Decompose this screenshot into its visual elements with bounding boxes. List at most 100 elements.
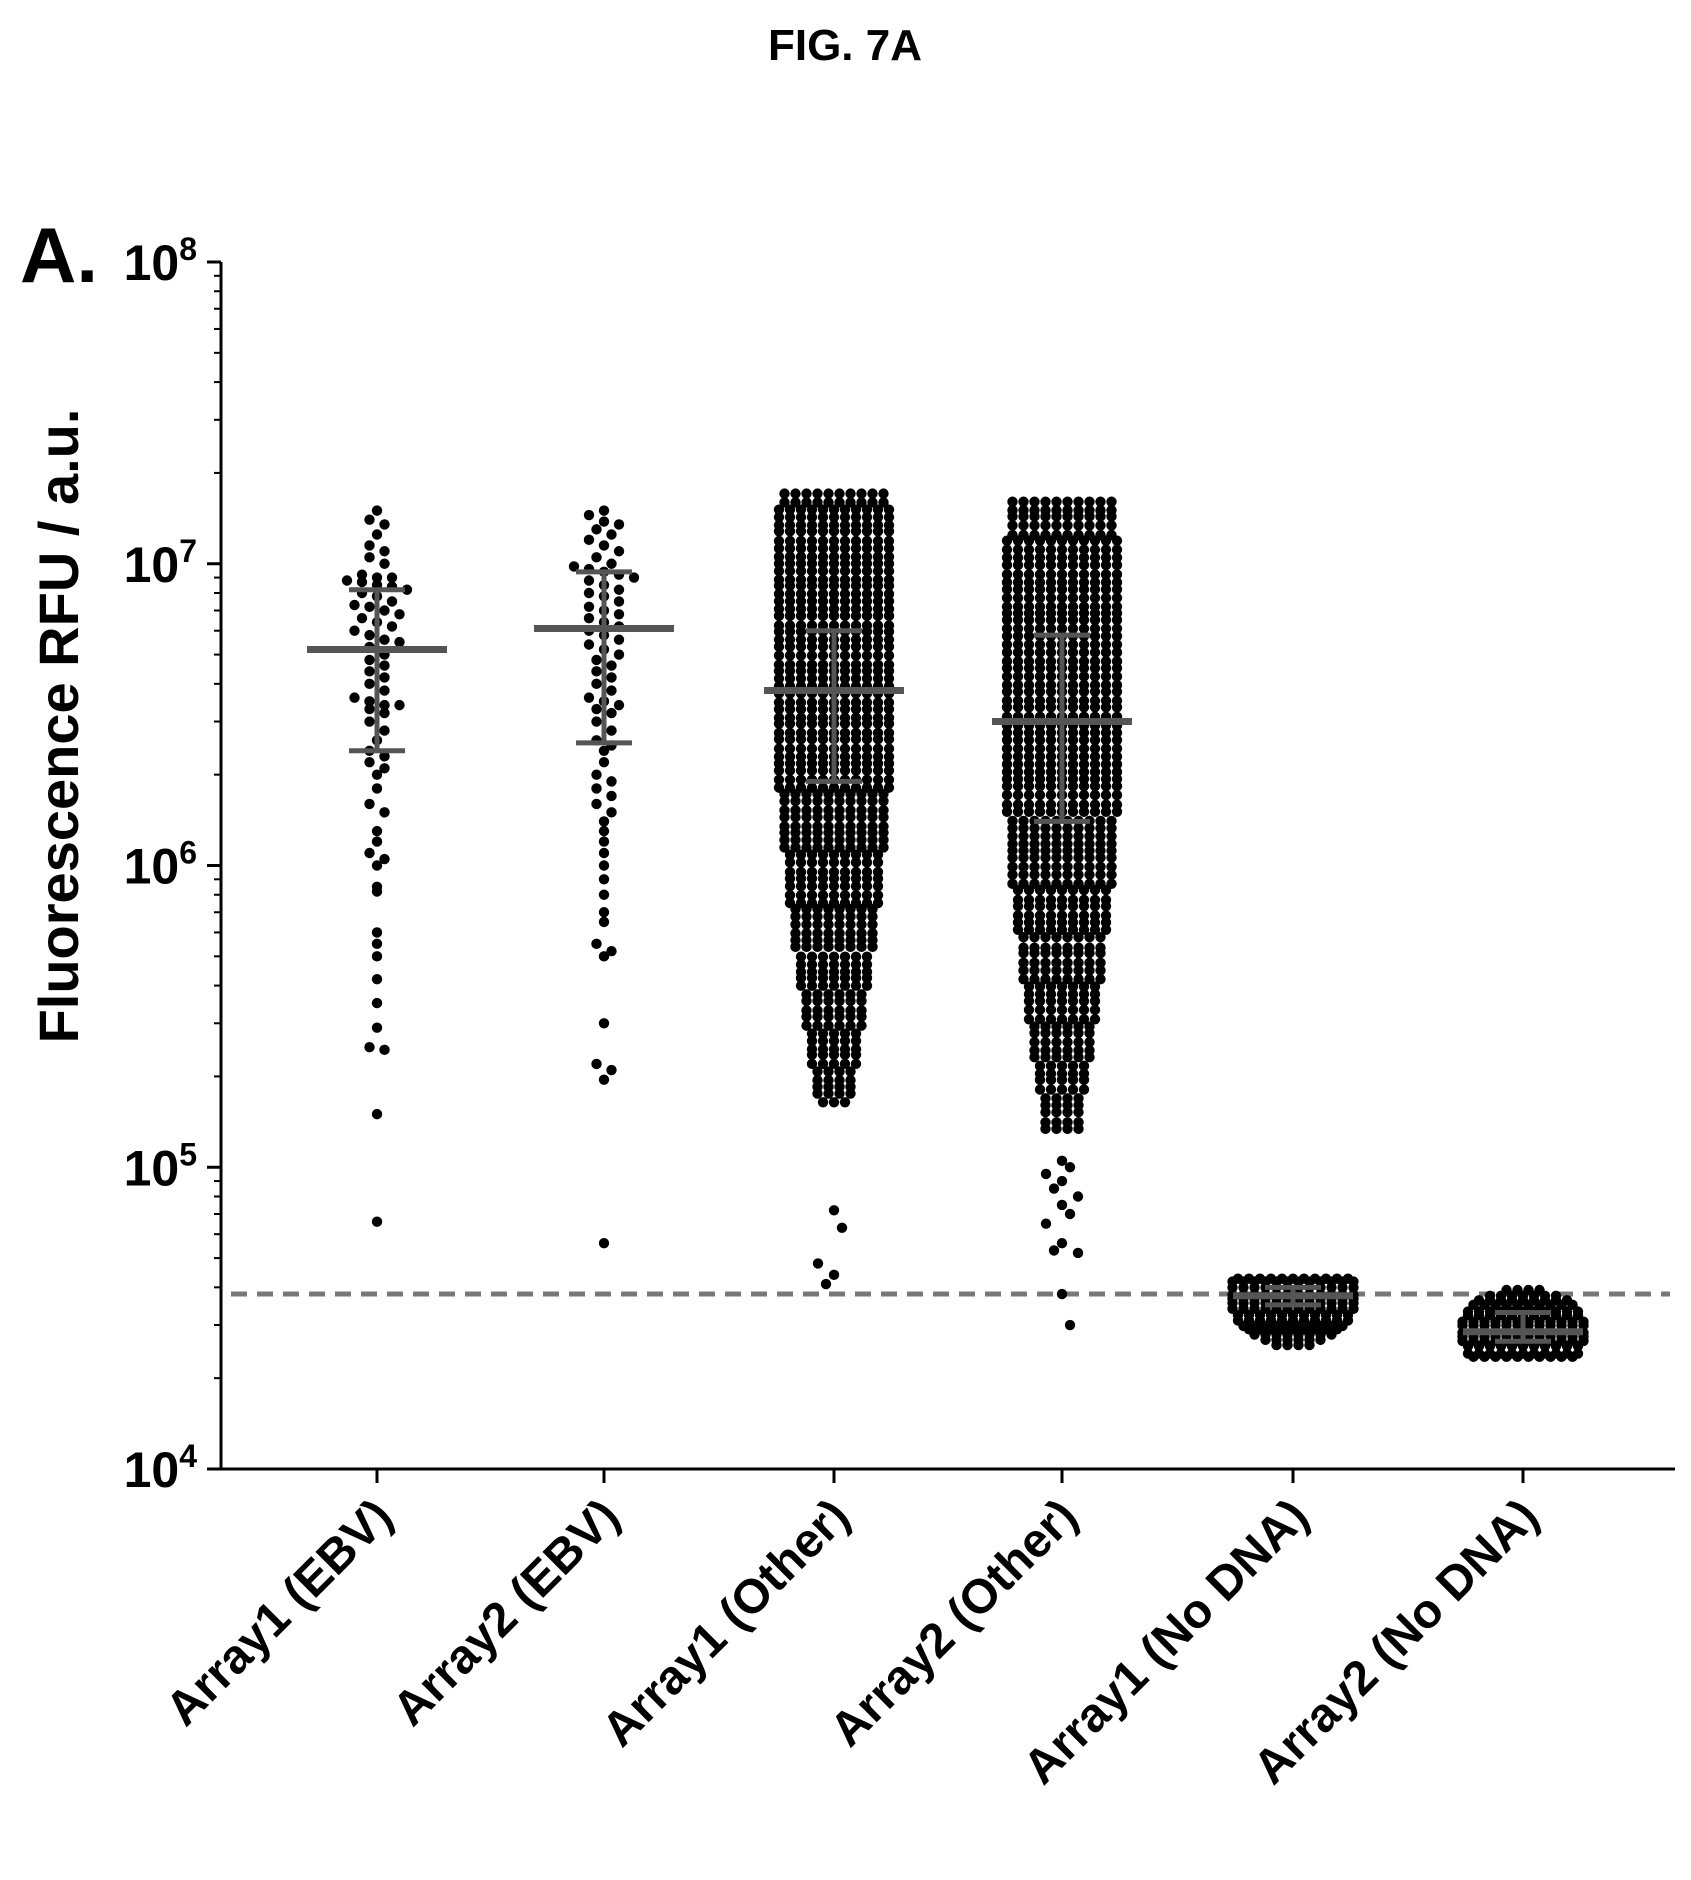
data-point <box>883 511 895 523</box>
data-point <box>872 849 884 860</box>
data-point <box>1100 639 1112 650</box>
data-point <box>817 673 829 684</box>
data-point <box>1073 823 1084 834</box>
data-point <box>1078 759 1090 770</box>
data-point <box>371 783 383 794</box>
data-point <box>850 1028 862 1039</box>
data-point <box>795 551 807 563</box>
data-point <box>1106 815 1117 827</box>
data-point <box>1078 789 1090 801</box>
data-point <box>606 529 617 540</box>
data-point <box>1023 789 1035 801</box>
data-point <box>817 897 829 909</box>
data-point <box>1012 544 1024 555</box>
data-point <box>1040 831 1051 842</box>
data-point <box>583 587 595 599</box>
data-point <box>806 1058 818 1070</box>
data-point <box>1040 957 1051 969</box>
data-point <box>1084 965 1095 976</box>
data-point <box>1062 965 1073 976</box>
data-point <box>1095 974 1106 985</box>
data-point <box>850 951 862 962</box>
data-point <box>861 620 873 631</box>
data-point <box>1100 766 1112 778</box>
data-point <box>861 881 873 892</box>
data-point <box>606 660 617 671</box>
data-point <box>568 561 580 572</box>
data-point <box>883 535 895 547</box>
data-point <box>379 751 390 762</box>
data-point <box>795 603 807 615</box>
data-point <box>850 565 862 577</box>
y-tick-label-exponent: 4 <box>179 1438 197 1474</box>
data-point <box>1023 1004 1035 1016</box>
data-point <box>845 488 856 499</box>
data-point <box>364 654 375 666</box>
data-point <box>379 634 390 645</box>
data-point <box>606 672 617 683</box>
data-point <box>1111 639 1123 650</box>
data-point <box>1062 932 1073 943</box>
data-point <box>1095 878 1106 890</box>
data-point <box>1056 592 1068 604</box>
data-point <box>386 621 398 632</box>
data-point <box>1067 894 1079 906</box>
data-point <box>1023 989 1035 1000</box>
data-point <box>1018 869 1029 880</box>
data-point <box>1056 577 1068 588</box>
data-point <box>1029 838 1040 850</box>
data-point <box>839 743 851 754</box>
data-point <box>1078 1068 1090 1079</box>
data-point <box>1001 734 1013 746</box>
data-point <box>1111 806 1123 818</box>
data-point <box>1045 639 1057 650</box>
data-point <box>1095 520 1106 531</box>
data-point <box>1056 1014 1068 1025</box>
data-point <box>795 727 807 739</box>
data-point <box>1034 559 1046 571</box>
data-point <box>867 805 878 816</box>
data-point <box>1062 1093 1073 1104</box>
data-point <box>801 488 812 499</box>
data-point <box>1111 799 1123 810</box>
data-point <box>773 697 785 708</box>
data-point <box>773 634 785 645</box>
data-point <box>1078 544 1090 555</box>
data-point <box>1045 695 1057 706</box>
data-point <box>1045 734 1057 746</box>
y-tick-label-base: 10 <box>124 235 180 291</box>
data-point <box>1067 656 1079 667</box>
data-point <box>856 919 867 930</box>
data-point <box>598 874 610 885</box>
data-point <box>583 601 595 612</box>
data-point <box>828 543 840 554</box>
data-point <box>801 497 812 508</box>
data-point <box>845 1020 856 1031</box>
data-point <box>1001 781 1013 792</box>
data-point <box>823 821 834 832</box>
data-point <box>364 716 375 727</box>
data-point <box>1023 671 1035 682</box>
data-point <box>1067 773 1079 785</box>
data-point <box>872 565 884 577</box>
data-point <box>1034 1014 1046 1025</box>
data-point <box>1062 520 1073 531</box>
data-point <box>1089 1014 1101 1025</box>
data-point <box>364 514 375 525</box>
data-point <box>817 634 829 645</box>
data-point <box>583 613 595 624</box>
data-point <box>1331 1273 1343 1284</box>
data-point <box>867 911 878 922</box>
data-point <box>1007 823 1018 834</box>
data-point <box>1023 1014 1035 1025</box>
data-point <box>591 678 602 690</box>
data-point <box>773 743 785 754</box>
data-point <box>1100 671 1112 682</box>
data-point <box>1078 679 1090 691</box>
data-point <box>1045 743 1057 754</box>
data-point <box>812 488 823 499</box>
y-tick-label-exponent: 6 <box>179 835 197 871</box>
data-point <box>598 860 610 871</box>
data-point <box>1056 1004 1068 1016</box>
